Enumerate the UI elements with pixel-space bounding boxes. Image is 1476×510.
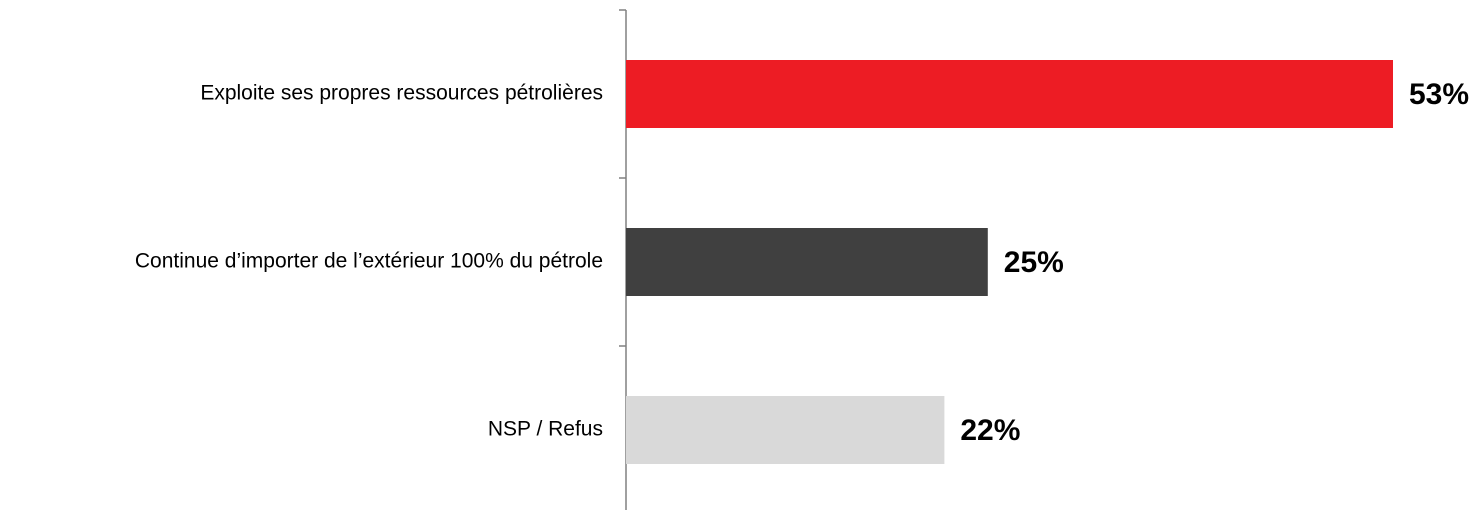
value-label: 53% bbox=[1409, 78, 1469, 111]
bar bbox=[626, 228, 988, 296]
value-label: 22% bbox=[960, 414, 1020, 447]
category-label: Continue d’importer de l’extérieur 100% … bbox=[135, 250, 603, 273]
value-label: 25% bbox=[1004, 246, 1064, 279]
category-label: NSP / Refus bbox=[488, 418, 603, 441]
bar bbox=[626, 60, 1393, 128]
bar bbox=[626, 396, 945, 464]
category-label: Exploite ses propres ressources pétroliè… bbox=[200, 82, 603, 105]
